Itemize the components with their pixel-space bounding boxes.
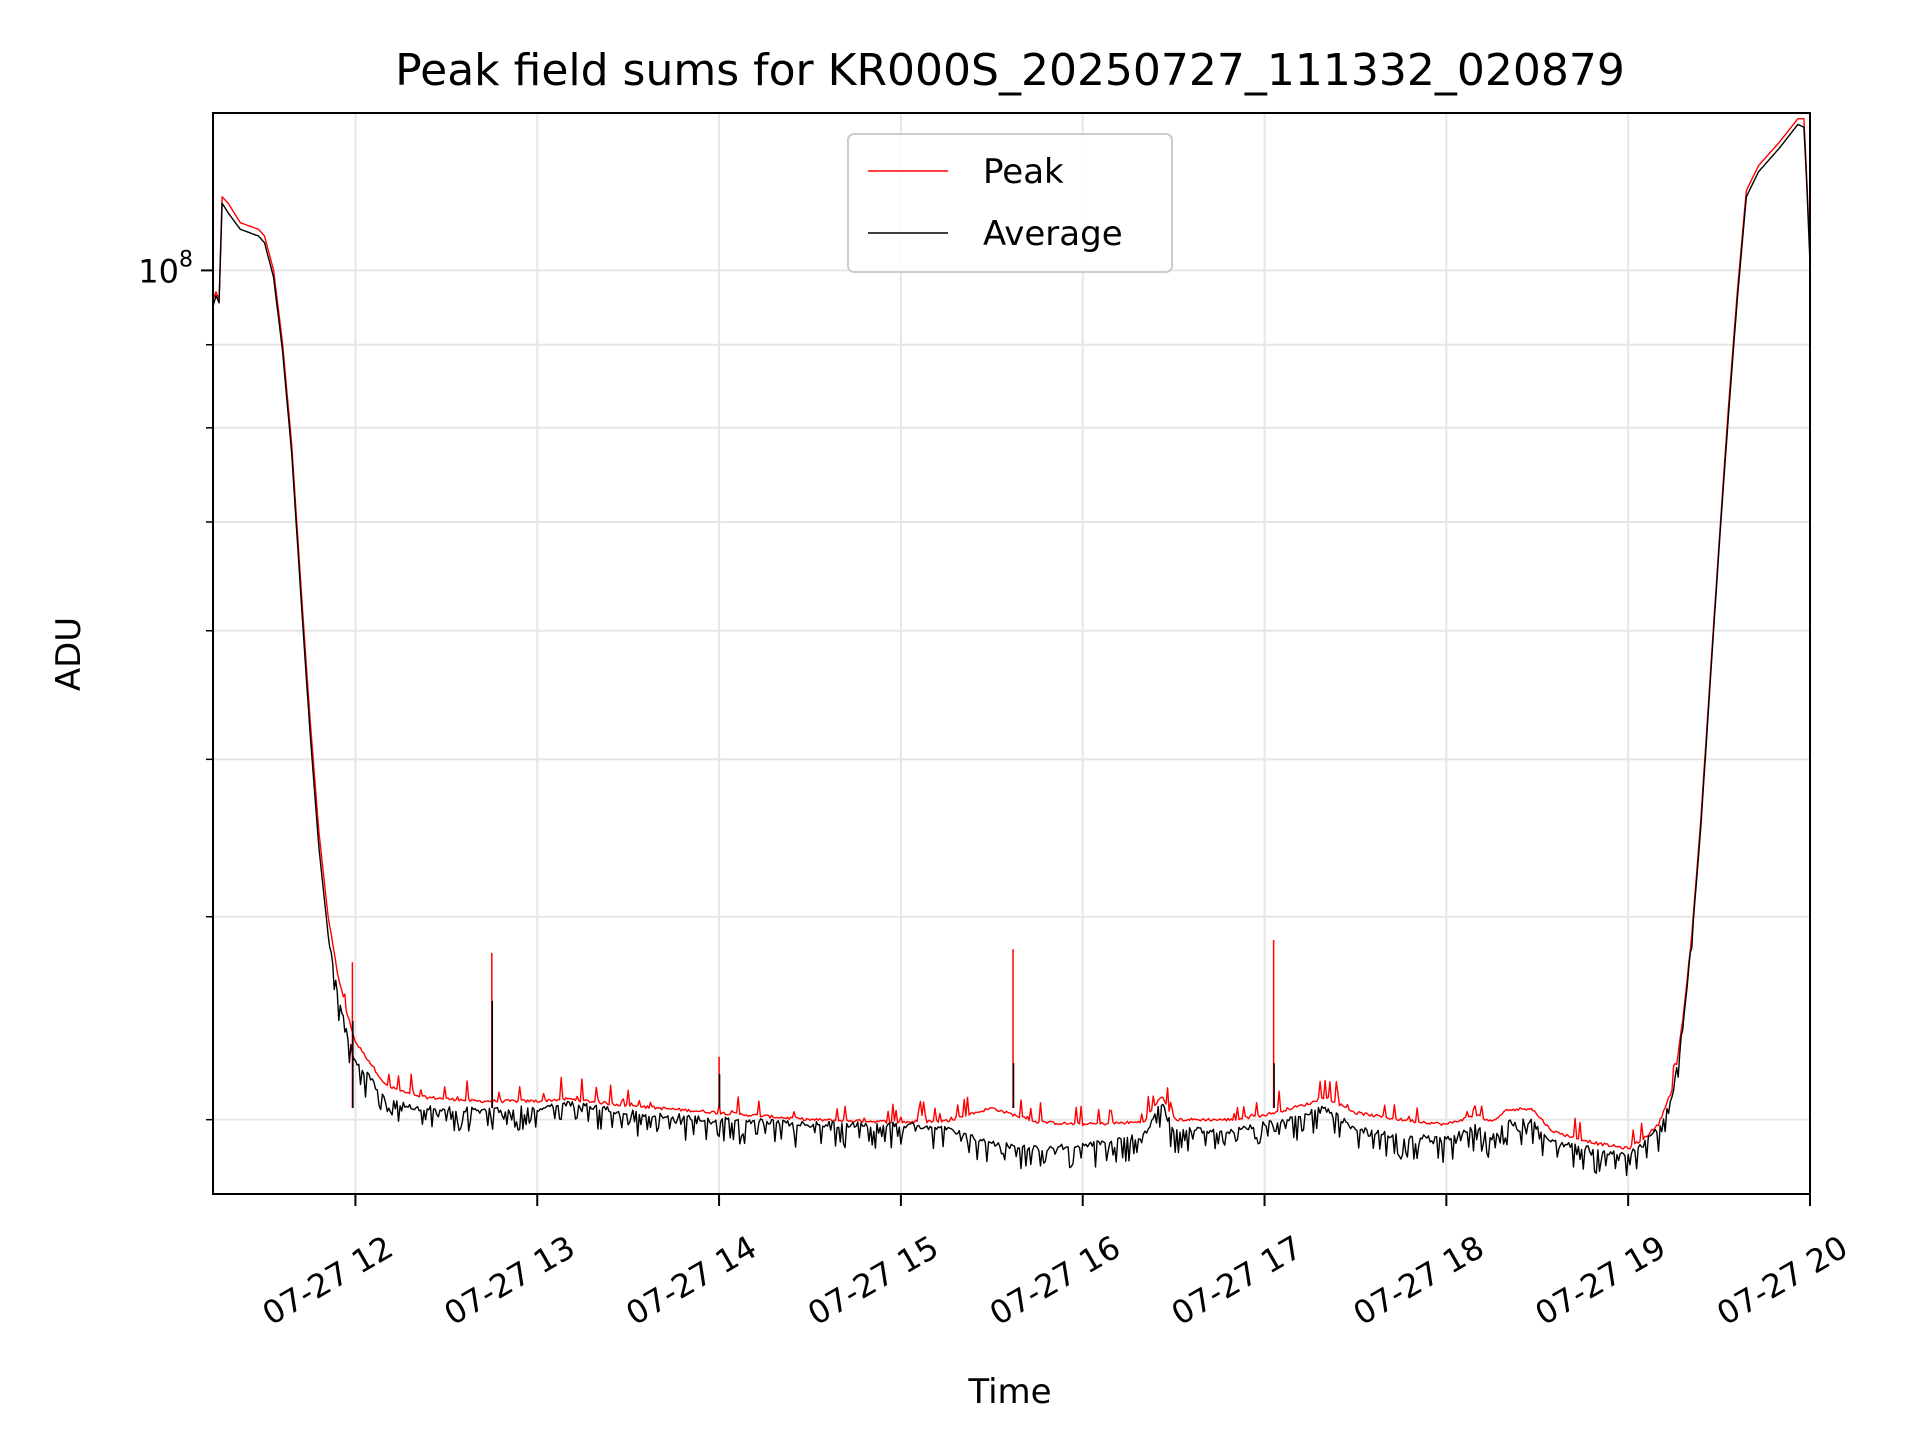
series-layer	[212, 118, 1811, 1177]
chart-title: Peak field sums for KR000S_20250727_1113…	[395, 45, 1625, 96]
plot-area-frame	[212, 112, 1811, 1195]
series-line-average	[212, 123, 1811, 1177]
legend: Peak Average	[847, 133, 1173, 273]
series-line-peak	[212, 118, 1811, 1150]
y-tick-label: 108	[138, 247, 193, 290]
legend-box	[847, 133, 1173, 273]
legend-label-peak: Peak	[983, 152, 1064, 192]
x-axis-label: Time	[967, 1372, 1051, 1412]
y-axis-label: ADU	[49, 617, 89, 691]
y-axis: 108	[138, 247, 213, 1121]
legend-label-average: Average	[983, 214, 1123, 254]
